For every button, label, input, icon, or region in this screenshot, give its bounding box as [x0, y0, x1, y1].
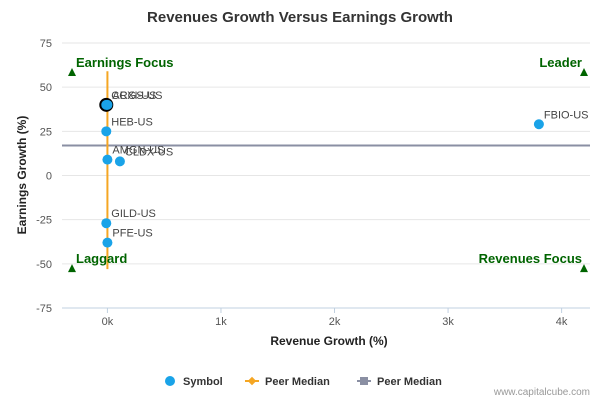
legend: Symbol Peer Median Peer Median [165, 376, 442, 388]
data-label-ccxi-us: CCXI-US [111, 90, 156, 102]
y-tick-label: -75 [36, 303, 52, 315]
data-label-pfe-us: PFE-US [112, 228, 152, 240]
y-tick-label: 75 [40, 38, 52, 50]
quadrant-marker-triangle [580, 264, 588, 273]
x-tick-label: 2k [329, 316, 341, 328]
x-tick-label: 4k [556, 316, 568, 328]
y-tick-label: 0 [46, 171, 52, 183]
data-label-cldx-us: CLDX-US [125, 146, 173, 158]
data-label-gild-us: GILD-US [111, 208, 156, 220]
y-axis-ticks: 75 50 25 0 -25 -50 -75 [36, 38, 52, 315]
data-label-args-us: ARGS-US [112, 90, 162, 102]
data-label-amgn-us: AMGN-US [112, 145, 164, 157]
legend-symbol-icon [165, 376, 175, 386]
data-point-cldx-us [114, 156, 125, 167]
data-point-heb-us [101, 126, 112, 137]
quadrant-markers [68, 68, 588, 273]
x-tick-label: 0k [102, 316, 114, 328]
quadrant-marker-triangle [580, 68, 588, 77]
data-point-args-us [102, 99, 113, 110]
data-point-gild-us [101, 218, 112, 229]
data-point-amgn-us [102, 154, 113, 165]
quadrant-label-leader: Leader [539, 55, 582, 70]
y-tick-label: -25 [36, 215, 52, 227]
y-tick-label: 50 [40, 82, 52, 94]
quadrant-label-earnings-focus: Earnings Focus [76, 55, 174, 70]
data-label-heb-us: HEB-US [111, 116, 153, 128]
quadrant-label-revenues-focus: Revenues Focus [479, 251, 582, 266]
data-label-fbio-us: FBIO-US [544, 109, 589, 121]
quadrant-marker-triangle [68, 264, 76, 273]
legend-label: Peer Median [265, 376, 330, 388]
x-tick-label: 1k [215, 316, 227, 328]
y-tick-label: -50 [36, 259, 52, 271]
chart-title: Revenues Growth Versus Earnings Growth [147, 9, 453, 26]
y-axis-title: Earnings Growth (%) [15, 116, 29, 235]
credit-text: www.capitalcube.com [493, 387, 590, 398]
x-axis-title: Revenue Growth (%) [270, 334, 387, 348]
legend-label: Symbol [183, 376, 223, 388]
y-tick-label: 25 [40, 126, 52, 138]
legend-label: Peer Median [377, 376, 442, 388]
legend-peer-median-marker [360, 377, 368, 385]
x-tick-label: 3k [442, 316, 454, 328]
data-point-fbio-us [533, 119, 544, 130]
data-point-pfe-us [102, 237, 113, 248]
grid [62, 42, 590, 309]
x-axis-ticks: 0k 1k 2k 3k 4k [102, 308, 568, 328]
quadrant-marker-triangle [68, 68, 76, 77]
legend-peer-median-marker [247, 376, 257, 386]
quadrant-label-laggard: Laggard [76, 251, 127, 266]
